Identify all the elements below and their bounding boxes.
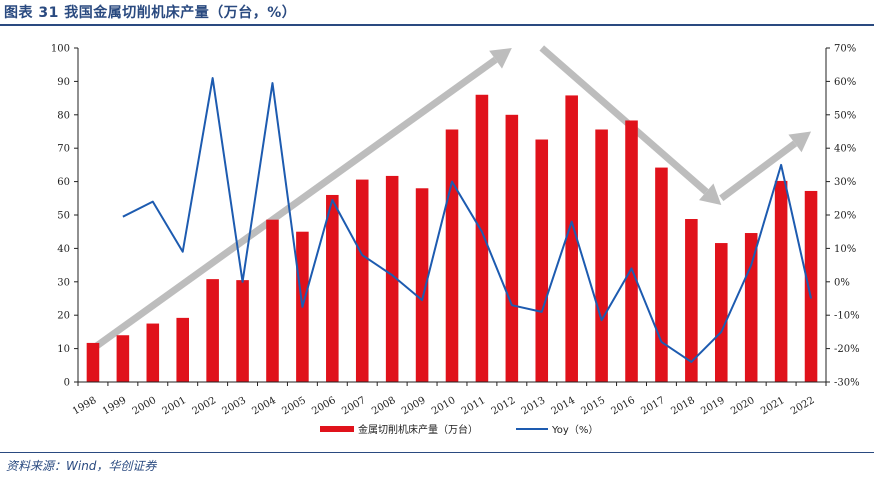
left-tick-label: 40 [57, 244, 70, 255]
footer-divider [0, 452, 874, 453]
legend-bar-swatch [320, 426, 354, 432]
legend-line-label: Yoy（%） [551, 424, 598, 436]
left-tick-label: 10 [57, 344, 70, 355]
bar [385, 175, 399, 382]
bar [475, 94, 489, 382]
trend-arrow-shaft [90, 56, 498, 352]
bar [266, 219, 279, 382]
title-divider [0, 24, 874, 26]
x-tick-label: 2007 [340, 395, 368, 417]
x-tick-label: 2001 [161, 395, 189, 417]
x-tick-label: 2011 [460, 395, 488, 417]
x-tick-label: 2014 [550, 395, 578, 417]
left-tick-label: 0 [64, 378, 70, 389]
x-tick-label: 2005 [280, 395, 308, 417]
bar [116, 335, 130, 382]
bar [535, 139, 549, 382]
bar [206, 279, 219, 382]
x-tick-label: 2000 [131, 395, 159, 417]
right-tick-label: -30% [834, 378, 860, 389]
bar [625, 120, 638, 382]
trend-arrow-shaft [539, 45, 709, 195]
x-tick-label: 1999 [101, 395, 129, 417]
chart-title: 图表 31 我国金属切削机床产量（万台，%） [4, 5, 297, 21]
x-tick-label: 1998 [71, 395, 99, 417]
left-tick-label: 80 [57, 110, 70, 121]
legend-bar-label: 金属切削机床产量（万台） [358, 423, 478, 436]
bar [415, 188, 429, 382]
left-tick-label: 50 [57, 211, 70, 222]
x-tick-label: 2010 [430, 395, 458, 417]
bar [236, 280, 249, 382]
line-series [122, 77, 813, 363]
bar [86, 342, 100, 382]
bar [355, 179, 369, 382]
x-tick-label: 2019 [699, 395, 727, 417]
right-tick-label: 10% [834, 244, 856, 255]
bar-line-chart: 0 10 20 30 40 50 60 70 80 90 100 -30% -20% -10% 0% 10% 2… [51, 44, 860, 437]
bar [445, 129, 459, 382]
right-tick-label: 70% [834, 44, 856, 55]
x-tick-label: 2008 [370, 395, 398, 417]
trend-arrow-shaft [719, 140, 798, 202]
bar [685, 219, 698, 382]
right-tick-label: 60% [834, 77, 856, 88]
x-tick-label: 2002 [191, 395, 219, 417]
bar [774, 180, 788, 382]
yoy-line [122, 77, 813, 363]
trend-arrow-head [788, 131, 812, 153]
left-tick-label: 100 [51, 44, 70, 55]
right-tick-label: 20% [834, 211, 856, 222]
bar [744, 233, 758, 382]
trend-arrow-head [698, 183, 722, 205]
x-tick-label: 2003 [221, 395, 249, 417]
right-tick-label: 30% [834, 177, 856, 188]
x-tick-label: 2022 [789, 395, 817, 417]
x-tick-label: 2018 [669, 395, 697, 417]
x-tick-label: 2015 [580, 395, 608, 417]
right-tick-label: -10% [834, 311, 860, 322]
x-tick-label: 2012 [490, 395, 518, 417]
bar [565, 95, 578, 382]
bar [595, 129, 608, 382]
trend-arrow-head [489, 48, 512, 69]
left-tick-label: 30 [57, 277, 70, 288]
bar [146, 323, 160, 382]
trend-arrows [90, 45, 812, 352]
bar [176, 317, 190, 382]
source-note: 资料来源：Wind，华创证券 [6, 459, 157, 473]
bar [804, 190, 818, 382]
right-tick-label: 50% [834, 110, 856, 121]
x-tick-label: 2013 [520, 395, 548, 417]
x-tick-label: 2021 [759, 395, 787, 417]
bar [505, 114, 519, 383]
left-tick-label: 70 [57, 144, 70, 155]
bar [655, 167, 668, 382]
left-tick-label: 90 [57, 77, 70, 88]
x-tick-label: 2017 [639, 395, 667, 417]
left-tick-label: 60 [57, 177, 70, 188]
x-tick-label: 2009 [400, 395, 428, 417]
x-tick-label: 2020 [729, 395, 757, 417]
legend: 金属切削机床产量（万台） Yoy（%） [320, 423, 598, 436]
left-tick-label: 20 [57, 311, 70, 322]
bar-series [86, 94, 818, 383]
x-tick-label: 2004 [250, 395, 278, 417]
right-tick-label: 40% [834, 144, 856, 155]
right-tick-label: -20% [834, 344, 860, 355]
bar [326, 194, 339, 382]
x-tick-label: 2006 [310, 395, 338, 417]
bar [714, 243, 728, 382]
x-tick-label: 2016 [609, 395, 637, 417]
right-tick-label: 0% [834, 277, 850, 288]
